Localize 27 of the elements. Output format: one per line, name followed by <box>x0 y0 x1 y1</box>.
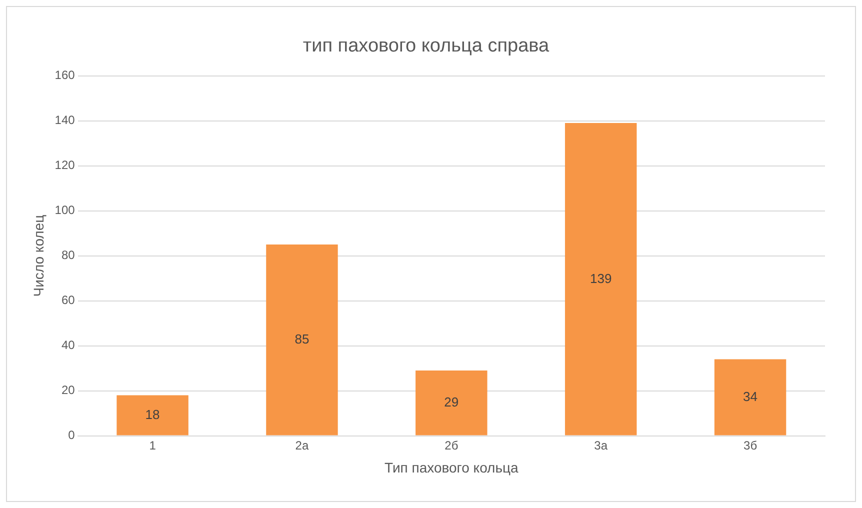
data-label: 29 <box>444 394 459 410</box>
y-tick-label: 40 <box>61 338 76 352</box>
y-tick-label: 160 <box>54 68 76 82</box>
data-label: 139 <box>590 270 612 286</box>
bar <box>416 370 488 436</box>
x-axis-title: Тип пахового кольца <box>384 459 519 476</box>
y-tick-label: 120 <box>54 158 76 172</box>
bar <box>564 123 637 436</box>
data-label: 18 <box>145 406 160 422</box>
bar <box>116 395 188 436</box>
bar <box>714 359 786 436</box>
x-tick-label: 1 <box>149 438 156 452</box>
y-tick-label: 0 <box>68 428 76 442</box>
x-tick-label: 3б <box>744 438 758 452</box>
y-tick-label: 80 <box>61 248 76 262</box>
x-tick-label: 3а <box>594 438 608 452</box>
x-tick-label: 2б <box>444 438 458 452</box>
chart-title: тип пахового кольца справа <box>302 36 550 57</box>
x-tick-label: 2а <box>295 438 309 452</box>
y-tick-label: 60 <box>61 293 76 308</box>
bar <box>266 244 338 436</box>
data-label: 34 <box>743 388 758 404</box>
data-label: 85 <box>294 332 310 347</box>
y-tick-label: 20 <box>61 383 76 398</box>
y-tick-label: 140 <box>54 113 76 128</box>
y-axis-title: Число колец <box>30 214 46 297</box>
y-tick-label: 100 <box>54 203 76 218</box>
